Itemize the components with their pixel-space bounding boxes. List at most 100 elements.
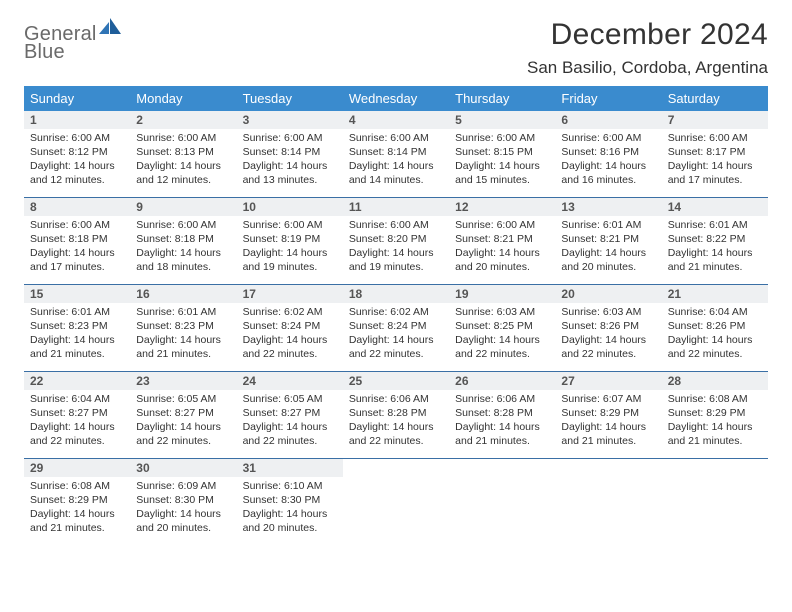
sunrise-line: Sunrise: 6:00 AM <box>30 132 124 146</box>
brand-text: General Blue <box>24 24 121 62</box>
sunset-line: Sunset: 8:28 PM <box>455 407 549 421</box>
daylight-line: Daylight: 14 hours and 21 minutes. <box>455 421 549 449</box>
sunrise-line: Sunrise: 6:05 AM <box>136 393 230 407</box>
day-number: 15 <box>24 285 130 303</box>
daylight-line: Daylight: 14 hours and 14 minutes. <box>349 160 443 188</box>
sunrise-line: Sunrise: 6:00 AM <box>136 219 230 233</box>
day-number: 26 <box>449 372 555 390</box>
sunset-line: Sunset: 8:12 PM <box>30 146 124 160</box>
sunrise-line: Sunrise: 6:08 AM <box>30 480 124 494</box>
day-number: 3 <box>237 111 343 129</box>
day-number: 20 <box>555 285 661 303</box>
sunrise-line: Sunrise: 6:00 AM <box>349 132 443 146</box>
day-details: Sunrise: 6:00 AMSunset: 8:18 PMDaylight:… <box>130 216 236 280</box>
day-details: Sunrise: 6:00 AMSunset: 8:18 PMDaylight:… <box>24 216 130 280</box>
day-cell <box>449 459 555 545</box>
weeks-container: 1Sunrise: 6:00 AMSunset: 8:12 PMDaylight… <box>24 111 768 545</box>
day-number: 7 <box>662 111 768 129</box>
daylight-line: Daylight: 14 hours and 18 minutes. <box>136 247 230 275</box>
day-cell: 8Sunrise: 6:00 AMSunset: 8:18 PMDaylight… <box>24 198 130 284</box>
day-number: 17 <box>237 285 343 303</box>
sunrise-line: Sunrise: 6:05 AM <box>243 393 337 407</box>
sunrise-line: Sunrise: 6:00 AM <box>668 132 762 146</box>
day-details: Sunrise: 6:01 AMSunset: 8:22 PMDaylight:… <box>662 216 768 280</box>
day-cell: 23Sunrise: 6:05 AMSunset: 8:27 PMDayligh… <box>130 372 236 458</box>
daylight-line: Daylight: 14 hours and 22 minutes. <box>243 334 337 362</box>
day-number: 6 <box>555 111 661 129</box>
day-details: Sunrise: 6:08 AMSunset: 8:29 PMDaylight:… <box>662 390 768 454</box>
weekday-label: Sunday <box>24 86 130 111</box>
daylight-line: Daylight: 14 hours and 12 minutes. <box>136 160 230 188</box>
week-row: 15Sunrise: 6:01 AMSunset: 8:23 PMDayligh… <box>24 284 768 371</box>
day-cell: 11Sunrise: 6:00 AMSunset: 8:20 PMDayligh… <box>343 198 449 284</box>
day-cell: 31Sunrise: 6:10 AMSunset: 8:30 PMDayligh… <box>237 459 343 545</box>
weekday-header: SundayMondayTuesdayWednesdayThursdayFrid… <box>24 86 768 111</box>
weekday-label: Friday <box>555 86 661 111</box>
daylight-line: Daylight: 14 hours and 21 minutes. <box>668 247 762 275</box>
sunrise-line: Sunrise: 6:00 AM <box>243 132 337 146</box>
sunset-line: Sunset: 8:29 PM <box>30 494 124 508</box>
sunset-line: Sunset: 8:20 PM <box>349 233 443 247</box>
week-row: 8Sunrise: 6:00 AMSunset: 8:18 PMDaylight… <box>24 197 768 284</box>
day-number: 18 <box>343 285 449 303</box>
week-row: 29Sunrise: 6:08 AMSunset: 8:29 PMDayligh… <box>24 458 768 545</box>
sunset-line: Sunset: 8:13 PM <box>136 146 230 160</box>
daylight-line: Daylight: 14 hours and 22 minutes. <box>668 334 762 362</box>
day-cell: 3Sunrise: 6:00 AMSunset: 8:14 PMDaylight… <box>237 111 343 197</box>
day-cell: 12Sunrise: 6:00 AMSunset: 8:21 PMDayligh… <box>449 198 555 284</box>
day-cell: 15Sunrise: 6:01 AMSunset: 8:23 PMDayligh… <box>24 285 130 371</box>
daylight-line: Daylight: 14 hours and 20 minutes. <box>243 508 337 536</box>
day-number: 2 <box>130 111 236 129</box>
day-details: Sunrise: 6:01 AMSunset: 8:21 PMDaylight:… <box>555 216 661 280</box>
day-details: Sunrise: 6:10 AMSunset: 8:30 PMDaylight:… <box>237 477 343 541</box>
day-cell: 24Sunrise: 6:05 AMSunset: 8:27 PMDayligh… <box>237 372 343 458</box>
day-number: 13 <box>555 198 661 216</box>
day-number: 21 <box>662 285 768 303</box>
day-cell: 21Sunrise: 6:04 AMSunset: 8:26 PMDayligh… <box>662 285 768 371</box>
sunrise-line: Sunrise: 6:00 AM <box>30 219 124 233</box>
sunset-line: Sunset: 8:23 PM <box>136 320 230 334</box>
day-cell: 16Sunrise: 6:01 AMSunset: 8:23 PMDayligh… <box>130 285 236 371</box>
daylight-line: Daylight: 14 hours and 21 minutes. <box>561 421 655 449</box>
weekday-label: Saturday <box>662 86 768 111</box>
daylight-line: Daylight: 14 hours and 22 minutes. <box>561 334 655 362</box>
daylight-line: Daylight: 14 hours and 22 minutes. <box>243 421 337 449</box>
day-number: 4 <box>343 111 449 129</box>
sunset-line: Sunset: 8:16 PM <box>561 146 655 160</box>
day-details: Sunrise: 6:06 AMSunset: 8:28 PMDaylight:… <box>449 390 555 454</box>
sunset-line: Sunset: 8:22 PM <box>668 233 762 247</box>
sunrise-line: Sunrise: 6:02 AM <box>349 306 443 320</box>
sunset-line: Sunset: 8:19 PM <box>243 233 337 247</box>
sunset-line: Sunset: 8:21 PM <box>561 233 655 247</box>
daylight-line: Daylight: 14 hours and 22 minutes. <box>349 421 443 449</box>
daylight-line: Daylight: 14 hours and 21 minutes. <box>30 508 124 536</box>
daylight-line: Daylight: 14 hours and 22 minutes. <box>136 421 230 449</box>
day-cell: 27Sunrise: 6:07 AMSunset: 8:29 PMDayligh… <box>555 372 661 458</box>
daylight-line: Daylight: 14 hours and 16 minutes. <box>561 160 655 188</box>
day-number: 31 <box>237 459 343 477</box>
day-cell: 26Sunrise: 6:06 AMSunset: 8:28 PMDayligh… <box>449 372 555 458</box>
calendar-grid: SundayMondayTuesdayWednesdayThursdayFrid… <box>24 86 768 545</box>
month-title: December 2024 <box>527 18 768 52</box>
day-number: 30 <box>130 459 236 477</box>
daylight-line: Daylight: 14 hours and 15 minutes. <box>455 160 549 188</box>
sunset-line: Sunset: 8:25 PM <box>455 320 549 334</box>
day-cell: 10Sunrise: 6:00 AMSunset: 8:19 PMDayligh… <box>237 198 343 284</box>
day-details: Sunrise: 6:00 AMSunset: 8:14 PMDaylight:… <box>343 129 449 193</box>
day-details: Sunrise: 6:04 AMSunset: 8:27 PMDaylight:… <box>24 390 130 454</box>
daylight-line: Daylight: 14 hours and 21 minutes. <box>668 421 762 449</box>
sunrise-line: Sunrise: 6:10 AM <box>243 480 337 494</box>
day-number: 8 <box>24 198 130 216</box>
sunrise-line: Sunrise: 6:00 AM <box>243 219 337 233</box>
day-details: Sunrise: 6:00 AMSunset: 8:17 PMDaylight:… <box>662 129 768 193</box>
sunset-line: Sunset: 8:30 PM <box>136 494 230 508</box>
day-details: Sunrise: 6:03 AMSunset: 8:26 PMDaylight:… <box>555 303 661 367</box>
day-details: Sunrise: 6:00 AMSunset: 8:16 PMDaylight:… <box>555 129 661 193</box>
week-row: 22Sunrise: 6:04 AMSunset: 8:27 PMDayligh… <box>24 371 768 458</box>
location-text: San Basilio, Cordoba, Argentina <box>527 58 768 78</box>
day-number: 1 <box>24 111 130 129</box>
calendar-page: General Blue December 2024 San Basilio, … <box>0 0 792 555</box>
week-row: 1Sunrise: 6:00 AMSunset: 8:12 PMDaylight… <box>24 111 768 197</box>
day-details: Sunrise: 6:00 AMSunset: 8:13 PMDaylight:… <box>130 129 236 193</box>
sunrise-line: Sunrise: 6:06 AM <box>349 393 443 407</box>
